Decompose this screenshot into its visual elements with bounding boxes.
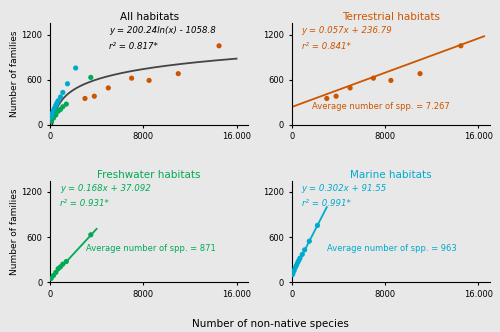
Text: r² = 0.991*: r² = 0.991* bbox=[302, 199, 350, 208]
Point bbox=[300, 247, 308, 253]
Text: r² = 0.931*: r² = 0.931* bbox=[60, 199, 109, 208]
Point bbox=[81, 96, 89, 101]
Point bbox=[54, 98, 62, 103]
Point bbox=[145, 78, 153, 83]
Point bbox=[47, 119, 55, 124]
Point bbox=[46, 115, 54, 120]
Point bbox=[128, 75, 136, 81]
Point bbox=[56, 94, 64, 100]
Point bbox=[62, 102, 70, 107]
Point bbox=[64, 81, 72, 86]
Point bbox=[294, 260, 302, 265]
Point bbox=[174, 71, 182, 76]
Point bbox=[52, 103, 60, 108]
Point bbox=[87, 75, 95, 80]
Text: r² = 0.841*: r² = 0.841* bbox=[302, 42, 350, 50]
Text: Average number of spp. = 963: Average number of spp. = 963 bbox=[328, 244, 457, 253]
Point bbox=[56, 264, 64, 270]
Point bbox=[90, 94, 98, 99]
Text: y = 0.302x + 91.55: y = 0.302x + 91.55 bbox=[302, 184, 387, 193]
Point bbox=[54, 266, 62, 271]
Point bbox=[288, 272, 296, 277]
Point bbox=[52, 112, 60, 118]
Title: Marine habitats: Marine habitats bbox=[350, 170, 432, 180]
Point bbox=[50, 108, 58, 113]
Point bbox=[332, 94, 340, 99]
Point bbox=[50, 105, 58, 111]
Point bbox=[87, 232, 95, 237]
Point bbox=[298, 252, 306, 257]
Point bbox=[306, 239, 314, 244]
Point bbox=[59, 104, 67, 110]
Point bbox=[295, 258, 303, 263]
Point bbox=[296, 255, 304, 261]
Point bbox=[54, 109, 62, 114]
Point bbox=[314, 223, 322, 228]
Point bbox=[104, 85, 112, 91]
Point bbox=[72, 65, 80, 71]
Title: All habitats: All habitats bbox=[120, 13, 178, 23]
Point bbox=[62, 259, 70, 264]
Point bbox=[59, 262, 67, 267]
Point bbox=[346, 85, 354, 91]
Point bbox=[290, 268, 298, 273]
Point bbox=[215, 43, 223, 48]
Point bbox=[52, 270, 60, 275]
Text: y = 200.24ln(x) - 1058.8: y = 200.24ln(x) - 1058.8 bbox=[110, 26, 216, 35]
Point bbox=[56, 107, 64, 112]
Point bbox=[387, 78, 395, 83]
Point bbox=[47, 113, 55, 119]
Text: Average number of spp. = 871: Average number of spp. = 871 bbox=[86, 244, 216, 253]
Text: Average number of spp. = 7.267: Average number of spp. = 7.267 bbox=[312, 103, 450, 112]
Point bbox=[292, 265, 300, 270]
Point bbox=[48, 111, 56, 116]
Text: y = 0.057x + 236.79: y = 0.057x + 236.79 bbox=[302, 26, 392, 35]
Point bbox=[457, 43, 465, 48]
Text: y = 0.168x + 37.092: y = 0.168x + 37.092 bbox=[60, 184, 150, 193]
Text: Number of non-native species: Number of non-native species bbox=[192, 319, 348, 329]
Point bbox=[50, 115, 58, 121]
Point bbox=[47, 276, 55, 281]
Y-axis label: Number of families: Number of families bbox=[10, 31, 18, 117]
Title: Terrestrial habitats: Terrestrial habitats bbox=[342, 13, 440, 23]
Title: Freshwater habitats: Freshwater habitats bbox=[98, 170, 201, 180]
Point bbox=[289, 271, 297, 276]
Y-axis label: Number of families: Number of families bbox=[10, 188, 18, 275]
Point bbox=[53, 100, 61, 106]
Point bbox=[416, 71, 424, 76]
Point bbox=[59, 90, 67, 95]
Point bbox=[323, 96, 331, 101]
Point bbox=[292, 263, 300, 268]
Point bbox=[370, 75, 378, 81]
Point bbox=[50, 273, 58, 278]
Text: r² = 0.817*: r² = 0.817* bbox=[110, 42, 158, 50]
